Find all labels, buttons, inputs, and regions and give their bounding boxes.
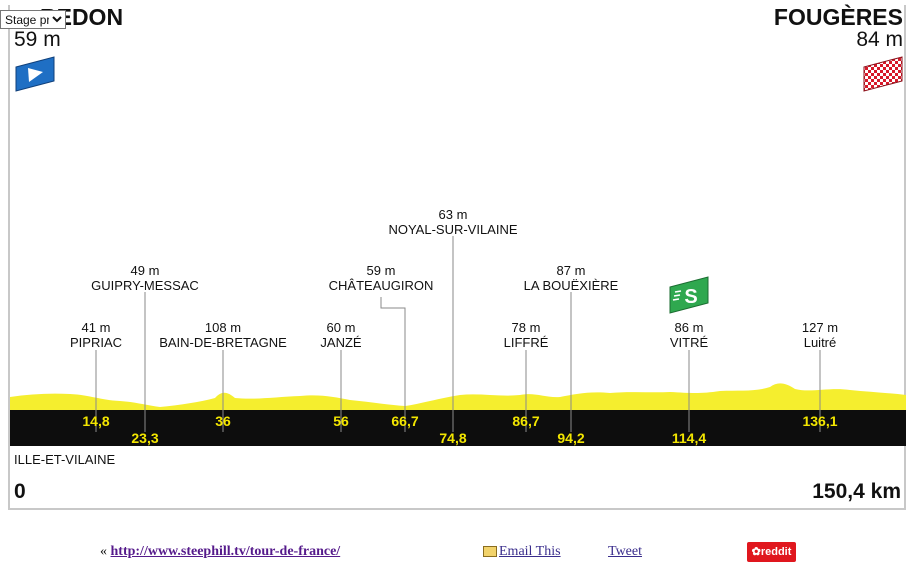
km-band xyxy=(10,410,906,446)
sprint-icon: S xyxy=(669,276,709,314)
waypoint-km: 86,7 xyxy=(512,413,540,429)
waypoint-km: 114,4 xyxy=(671,430,707,446)
waypoint-label-liffre: 78 m LIFFRÉ xyxy=(504,320,549,350)
footer-prefix: « xyxy=(100,544,107,559)
waypoint-altitude: 127 m xyxy=(801,320,839,335)
waypoint-km: 136,1 xyxy=(802,413,838,429)
waypoint-altitude: 63 m xyxy=(438,207,468,222)
sprint-icon-label: S xyxy=(684,286,697,308)
waypoint-altitude: 59 m xyxy=(366,263,396,278)
profile-view-select[interactable]: Stage profile xyxy=(0,10,66,29)
finish-altitude: 84 m xyxy=(856,28,903,51)
waypoint-km: 56 xyxy=(333,413,349,429)
waypoint-label-bain-de-bretagne: 108 m BAIN-DE-BRETAGNE xyxy=(159,320,287,350)
waypoint-altitude: 86 m xyxy=(674,320,704,335)
reddit-icon: ✿ xyxy=(751,546,761,558)
waypoint-name: BAIN-DE-BRETAGNE xyxy=(159,335,287,350)
footer-source-link-container: « http://www.steephill.tv/tour-de-france… xyxy=(100,544,340,560)
steephill-link[interactable]: http://www.steephill.tv/tour-de-france/ xyxy=(110,544,341,559)
finish-town-name: FOUGÈRES xyxy=(773,4,903,30)
waypoint-km: 94,2 xyxy=(557,430,585,446)
waypoint-name: LIFFRÉ xyxy=(503,335,549,350)
waypoint-km: 36 xyxy=(215,413,231,429)
waypoint-label-noyal-sur-vilaine: 63 m NOYAL-SUR-VILAINE xyxy=(388,207,517,237)
elevation-profile xyxy=(10,236,906,446)
tweet-share[interactable]: Tweet xyxy=(608,544,642,560)
waypoint-name: LA BOUËXIÈRE xyxy=(523,278,619,293)
elevation-area xyxy=(10,383,906,410)
waypoint-km: 74,8 xyxy=(439,430,467,446)
waypoint-label-guipry-messac: 49 m GUIPRY-MESSAC xyxy=(91,263,199,293)
waypoint-km: 23,3 xyxy=(131,430,159,446)
distance-total: 150,4 km xyxy=(812,480,901,503)
waypoint-label-chateaugiron: 59 m CHÂTEAUGIRON xyxy=(329,263,434,293)
waypoint-altitude: 78 m xyxy=(511,320,541,335)
reddit-label: reddit xyxy=(760,546,792,558)
waypoint-altitude: 108 m xyxy=(204,320,242,335)
department-label: ILLE-ET-VILAINE xyxy=(14,452,116,467)
waypoint-km: 14,8 xyxy=(82,413,110,429)
email-this-link[interactable]: Email This xyxy=(499,544,561,559)
distance-start: 0 xyxy=(14,480,26,503)
tweet-link[interactable]: Tweet xyxy=(608,544,643,559)
waypoint-name: Luitré xyxy=(803,335,837,350)
waypoint-altitude: 60 m xyxy=(326,320,356,335)
waypoint-altitude: 87 m xyxy=(556,263,586,278)
waypoint-km: 66,7 xyxy=(391,413,419,429)
waypoint-altitude: 49 m xyxy=(130,263,160,278)
leader-lines xyxy=(95,236,821,432)
finish-flag-icon xyxy=(863,56,903,92)
start-altitude: 59 m xyxy=(14,28,61,51)
envelope-icon xyxy=(483,546,497,558)
waypoint-name: JANZÉ xyxy=(320,335,362,350)
waypoint-name: NOYAL-SUR-VILAINE xyxy=(388,222,518,237)
reddit-button[interactable]: ✿reddit xyxy=(747,542,796,562)
waypoint-label-vitre: 86 m VITRÉ xyxy=(670,320,708,350)
waypoint-altitude: 41 m xyxy=(81,320,111,335)
waypoint-name: CHÂTEAUGIRON xyxy=(328,278,434,293)
waypoint-name: VITRÉ xyxy=(669,335,709,350)
waypoint-label-janze: 60 m JANZÉ xyxy=(320,320,361,350)
waypoint-label-la-bouexiere: 87 m LA BOUËXIÈRE xyxy=(524,263,619,293)
waypoint-label-luitre: 127 m Luitré xyxy=(802,320,838,350)
waypoint-label-pipriac: 41 m PIPRIAC xyxy=(70,320,122,350)
waypoint-name: PIPRIAC xyxy=(69,335,123,350)
email-share[interactable]: Email This xyxy=(483,544,561,560)
waypoint-name: GUIPRY-MESSAC xyxy=(91,278,199,293)
profile-frame xyxy=(8,5,906,510)
start-flag-icon xyxy=(15,56,55,92)
